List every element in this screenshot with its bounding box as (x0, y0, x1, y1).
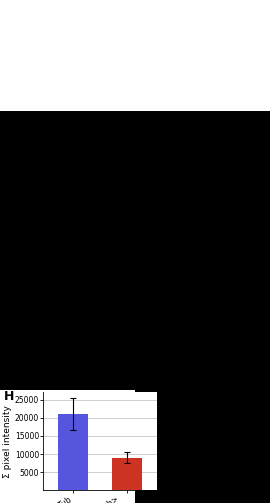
Text: H: H (4, 390, 14, 403)
Bar (112, 458, 142, 490)
Bar (58, 414, 88, 490)
Y-axis label: Σ pixel intensity: Σ pixel intensity (3, 405, 12, 478)
